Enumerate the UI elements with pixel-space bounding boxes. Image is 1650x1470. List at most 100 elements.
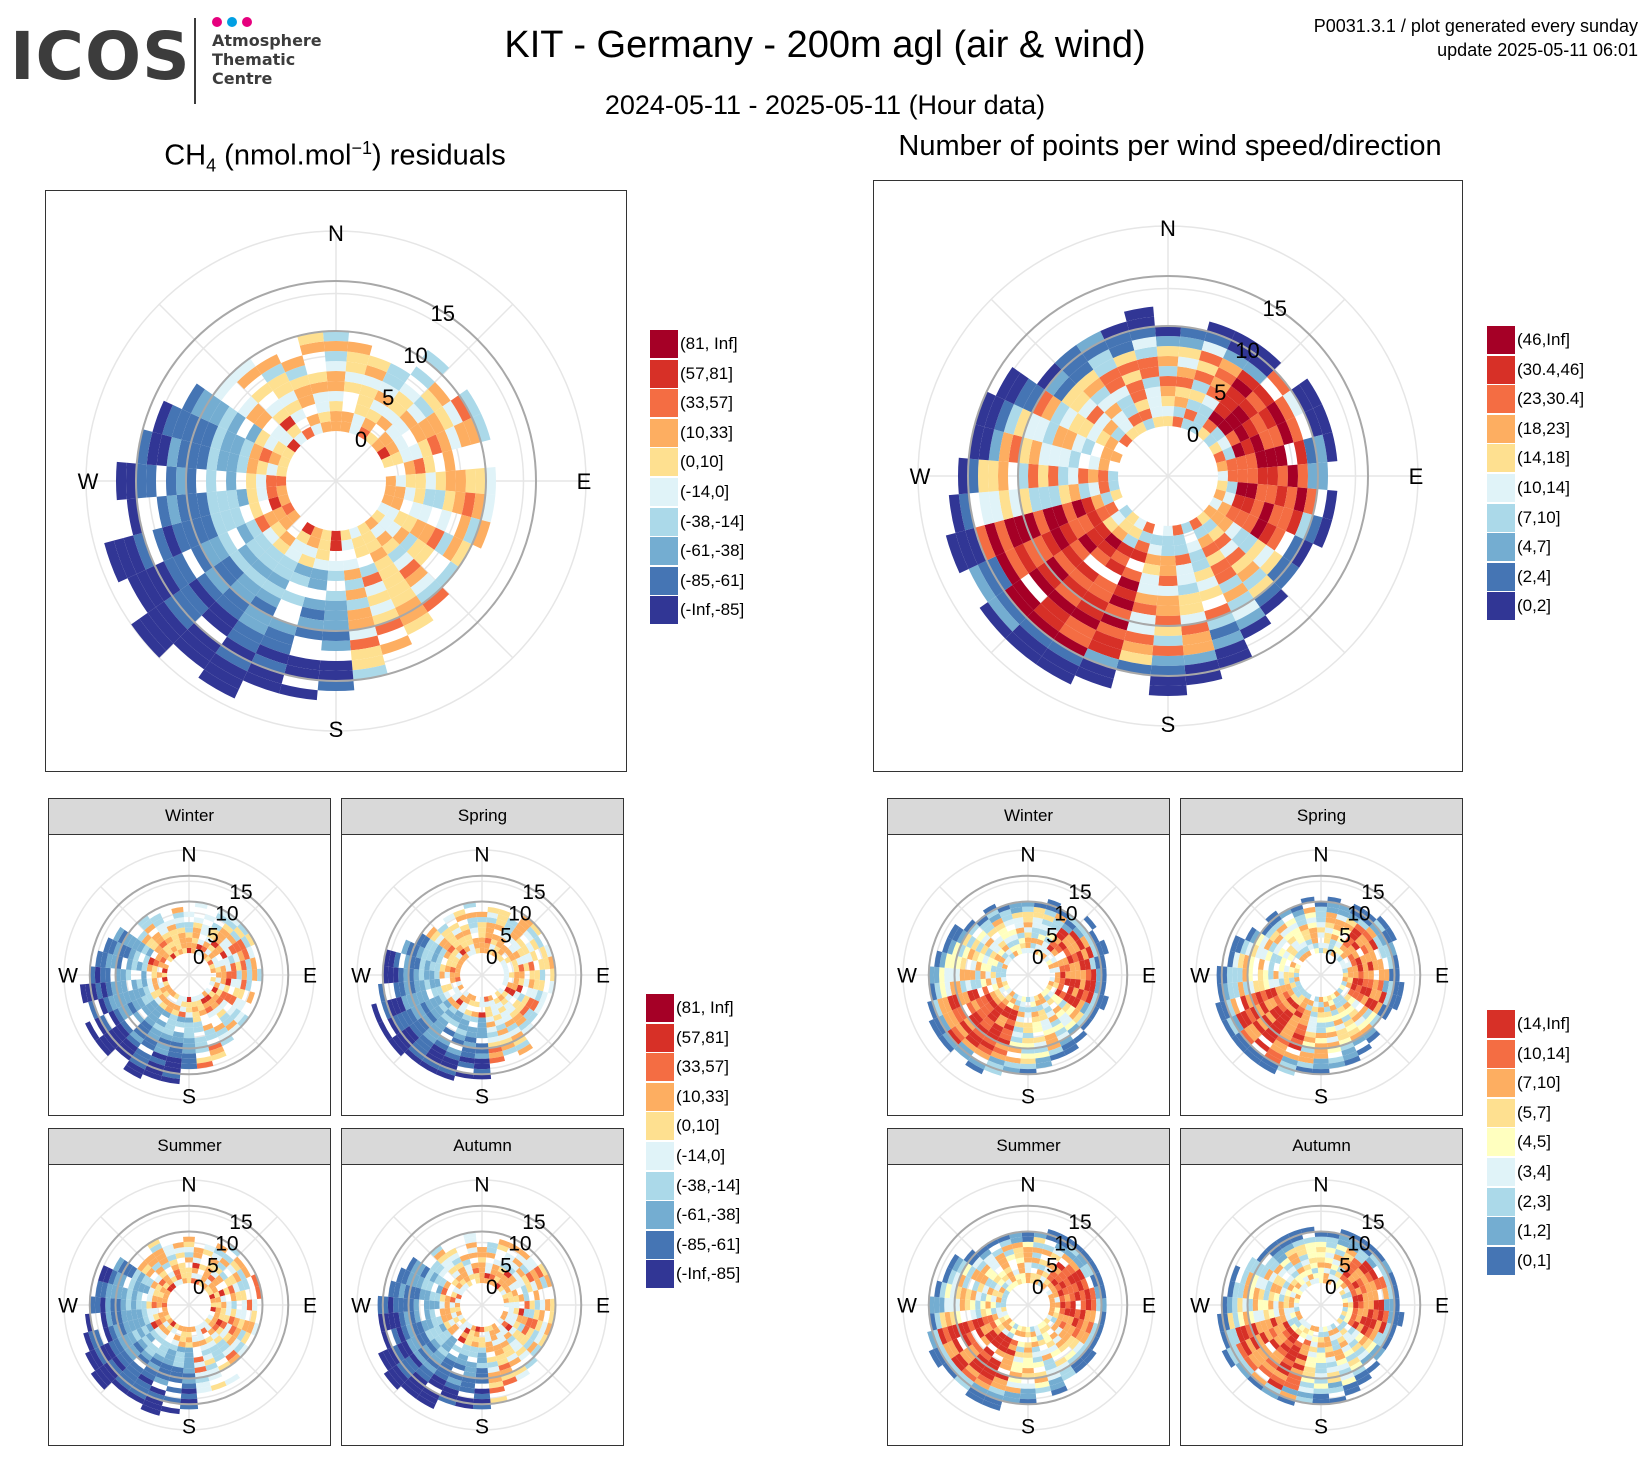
heat-cell (503, 972, 510, 978)
heat-cell (1300, 1343, 1310, 1352)
heat-cell (1263, 938, 1274, 951)
heat-cell (279, 530, 296, 547)
heat-cell (1044, 908, 1057, 918)
heat-cell (152, 1313, 160, 1321)
heat-cell (1058, 1280, 1067, 1290)
heat-cell (452, 986, 460, 994)
heat-cell (457, 1060, 475, 1069)
heat-cell (1263, 1329, 1274, 1342)
heat-cell (1056, 908, 1071, 920)
heat-cell (1360, 944, 1369, 955)
heat-cell (146, 1360, 161, 1372)
heat-cell (89, 1349, 104, 1368)
heat-cell (1265, 1011, 1277, 1024)
heat-cell (141, 944, 150, 955)
heat-cell (382, 966, 389, 984)
heat-cell (1045, 556, 1070, 583)
heat-cell (1052, 935, 1062, 945)
heat-cell (393, 551, 414, 572)
heat-cell (1377, 980, 1384, 992)
heat-cell (486, 1356, 498, 1363)
heat-cell (341, 538, 355, 551)
heat-cell (254, 429, 271, 448)
heat-cell (1269, 1023, 1282, 1036)
heat-cell (1042, 421, 1060, 445)
heat-cell (968, 564, 996, 603)
legend-swatch (1487, 414, 1515, 443)
page-subtitle: 2024-05-11 - 2025-05-11 (Hour data) (604, 90, 1046, 120)
heat-cell (500, 1289, 507, 1296)
heat-cell (493, 1013, 503, 1022)
heat-cell (475, 1048, 489, 1054)
heat-cell (244, 932, 256, 947)
heat-cell (1235, 1012, 1249, 1029)
heat-cell (436, 1035, 451, 1047)
heat-cell (1037, 933, 1047, 942)
heat-cell (123, 535, 146, 574)
heat-cell (118, 1371, 136, 1387)
heat-cell (506, 935, 516, 945)
heat-cell (1048, 485, 1062, 508)
heat-cell (488, 1380, 504, 1389)
legend-item: (0,10] (650, 448, 790, 477)
ch4-legend: (81, Inf] (57,81] (33,57] (10,33] (0,10] (-14… (650, 330, 800, 630)
heat-cell (1030, 1272, 1037, 1279)
heat-cell (487, 1366, 500, 1374)
heat-cell (1134, 591, 1158, 606)
legend-swatch (650, 566, 678, 595)
heat-cell (963, 1347, 977, 1361)
heat-cell (235, 1291, 242, 1301)
heat-cell (1008, 1320, 1016, 1328)
heat-cell (958, 457, 969, 495)
heat-cell (1003, 1289, 1010, 1296)
heat-cell (466, 1026, 478, 1033)
heat-cell (1324, 1016, 1334, 1023)
heat-cell (474, 947, 481, 954)
heat-cell (211, 986, 219, 994)
heat-cell (994, 1005, 1004, 1015)
heat-cell (1043, 1335, 1053, 1344)
heat-cell (187, 622, 222, 654)
heat-cell (453, 908, 466, 918)
heat-cell (1067, 1274, 1076, 1285)
heat-cell (1134, 398, 1150, 413)
heat-cell (200, 997, 208, 1005)
heat-cell (132, 1382, 150, 1395)
heat-cell (1333, 923, 1344, 932)
heat-cell (147, 1314, 156, 1324)
heat-cell (1269, 1282, 1278, 1293)
heat-cell (1250, 992, 1260, 1007)
heat-cell (181, 947, 188, 954)
heat-cell (151, 1307, 158, 1315)
heat-cell (247, 662, 285, 684)
facet-winter-cells (927, 899, 1109, 1076)
heat-cell (144, 1346, 156, 1357)
heat-cell (500, 959, 507, 966)
heat-cell (534, 1299, 541, 1311)
heat-cell (442, 1329, 452, 1339)
heat-cell (1307, 1252, 1317, 1259)
heat-cell (448, 1371, 463, 1381)
heat-cell (466, 1323, 473, 1330)
heat-cell (237, 1014, 250, 1027)
heat-cell (534, 990, 544, 1002)
heat-cell (1104, 557, 1126, 576)
heat-cell (477, 1017, 487, 1023)
heat-cell (1227, 1312, 1236, 1330)
heat-cell (408, 1045, 426, 1061)
heat-cell (1362, 1260, 1373, 1272)
heat-cell (1273, 933, 1284, 945)
heat-cell (111, 1026, 127, 1042)
heat-cell (322, 630, 350, 641)
heat-cell (1230, 998, 1241, 1015)
heat-cell (969, 969, 976, 981)
heat-cell (1029, 947, 1036, 954)
heat-cell (1293, 1302, 1300, 1308)
heat-cell (539, 1321, 549, 1334)
heat-cell (1101, 1298, 1107, 1312)
heat-cell (166, 1285, 174, 1293)
heat-cell (1083, 915, 1097, 930)
heat-cell (223, 993, 233, 1003)
heat-cell (164, 918, 176, 928)
